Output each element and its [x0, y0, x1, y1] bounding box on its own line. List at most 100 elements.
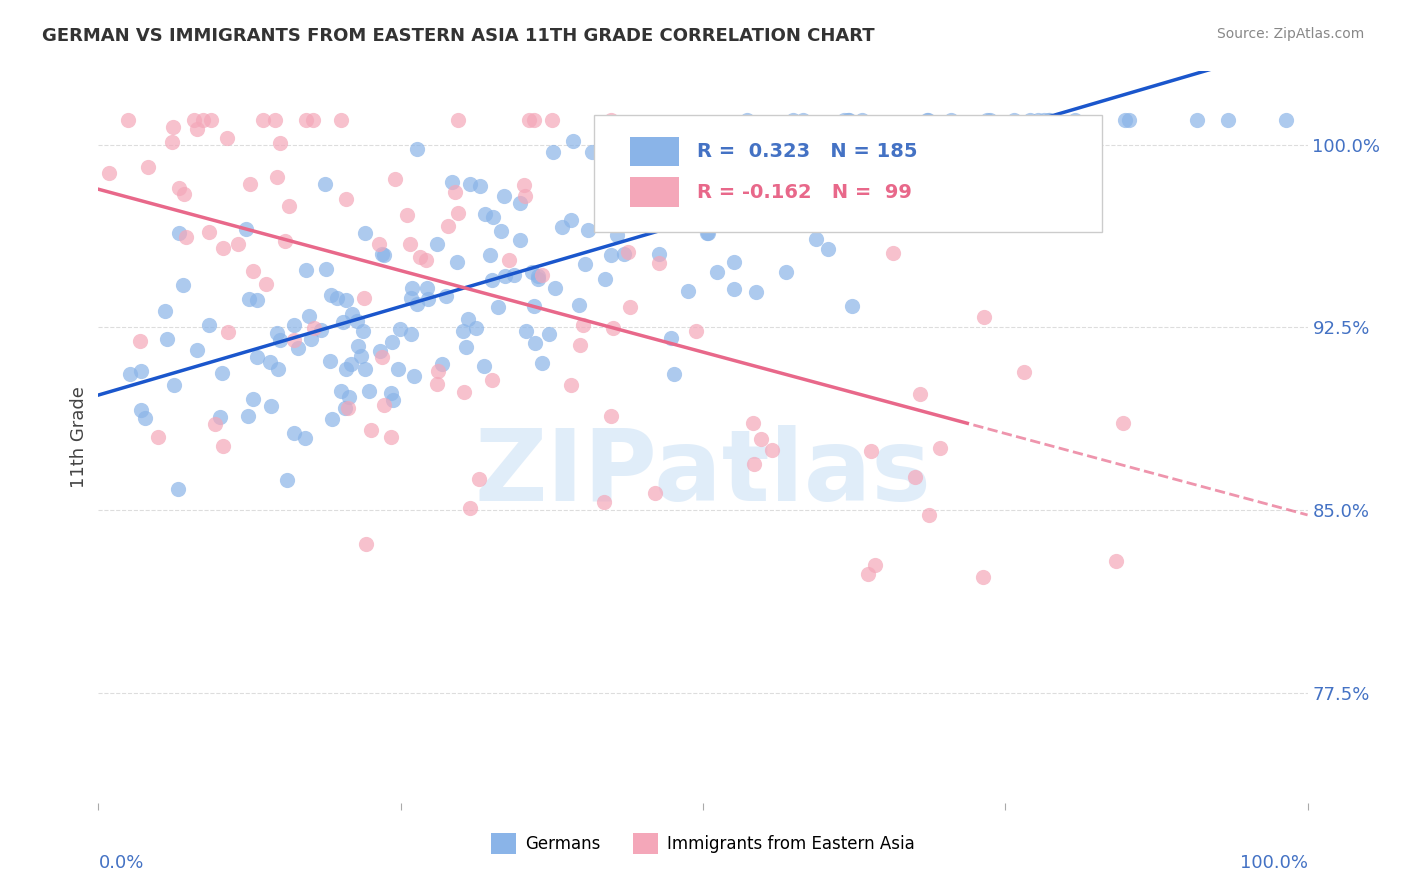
Point [468, 178, 491, 193]
Point [474, 207, 496, 221]
Text: 0.0%: 0.0% [98, 854, 143, 872]
Point [387, 361, 409, 376]
Point [283, 333, 305, 347]
Point [319, 288, 342, 302]
Point [706, 265, 728, 279]
Point [696, 226, 718, 240]
Point [540, 113, 562, 128]
Point [266, 326, 288, 340]
Point [929, 442, 952, 456]
Point [246, 293, 269, 307]
Point [353, 291, 375, 305]
Point [494, 269, 516, 284]
Point [446, 254, 468, 268]
Point [464, 321, 486, 335]
Point [581, 145, 603, 160]
Point [1063, 113, 1085, 128]
Point [515, 324, 537, 338]
Point [1004, 113, 1026, 128]
Point [167, 226, 190, 240]
Point [648, 247, 671, 261]
Point [939, 113, 962, 128]
Point [246, 351, 269, 365]
Point [160, 136, 183, 150]
Point [952, 151, 974, 165]
Point [523, 113, 546, 128]
Point [335, 293, 357, 307]
Point [512, 178, 534, 192]
Point [527, 272, 550, 286]
Point [665, 182, 688, 196]
Point [242, 392, 264, 406]
Point [658, 193, 681, 207]
Point [373, 398, 395, 412]
Point [444, 185, 467, 199]
Point [415, 252, 437, 267]
Point [266, 361, 288, 376]
Point [381, 393, 404, 408]
FancyBboxPatch shape [630, 137, 679, 167]
Point [337, 390, 360, 404]
Point [717, 187, 740, 202]
Point [503, 268, 526, 283]
FancyBboxPatch shape [630, 178, 679, 207]
Point [426, 236, 449, 251]
Point [972, 570, 994, 584]
Point [236, 409, 259, 423]
Point [523, 336, 546, 351]
Point [319, 353, 342, 368]
Point [884, 137, 907, 152]
Point [662, 136, 685, 150]
Point [915, 113, 938, 128]
Point [478, 248, 501, 262]
Point [560, 377, 582, 392]
Point [352, 324, 374, 338]
Point [440, 175, 463, 189]
Point [454, 340, 477, 354]
Point [720, 196, 742, 211]
Point [482, 211, 505, 225]
Point [678, 284, 700, 298]
Point [602, 321, 624, 335]
Point [606, 227, 628, 242]
Point [841, 299, 863, 313]
Point [976, 113, 998, 128]
Point [793, 138, 815, 153]
Point [167, 180, 190, 194]
Point [481, 273, 503, 287]
Point [1274, 113, 1296, 128]
Point [1033, 113, 1056, 128]
Point [340, 307, 363, 321]
Point [211, 366, 233, 380]
Point [399, 327, 422, 342]
Point [252, 113, 274, 128]
Point [859, 444, 882, 458]
Point [129, 334, 152, 348]
Point [401, 292, 423, 306]
Point [862, 152, 884, 166]
Point [134, 410, 156, 425]
Point [314, 177, 336, 191]
Text: R =  0.323   N = 185: R = 0.323 N = 185 [697, 143, 918, 161]
Point [298, 309, 321, 323]
Point [914, 143, 936, 157]
Point [517, 113, 540, 128]
Point [1112, 416, 1135, 430]
Point [266, 169, 288, 184]
Point [693, 184, 716, 198]
Point [330, 113, 353, 128]
Legend: Germans, Immigrants from Eastern Asia: Germans, Immigrants from Eastern Asia [485, 827, 921, 860]
Text: R = -0.162   N =  99: R = -0.162 N = 99 [697, 183, 912, 202]
Point [335, 362, 357, 376]
Point [749, 168, 772, 182]
Point [918, 508, 941, 523]
Point [173, 187, 195, 202]
Point [837, 113, 859, 128]
Text: 100.0%: 100.0% [1240, 854, 1308, 872]
Point [1038, 113, 1060, 128]
Point [544, 280, 567, 294]
Point [409, 251, 432, 265]
Point [370, 247, 392, 261]
Point [1012, 365, 1035, 379]
Point [775, 265, 797, 279]
